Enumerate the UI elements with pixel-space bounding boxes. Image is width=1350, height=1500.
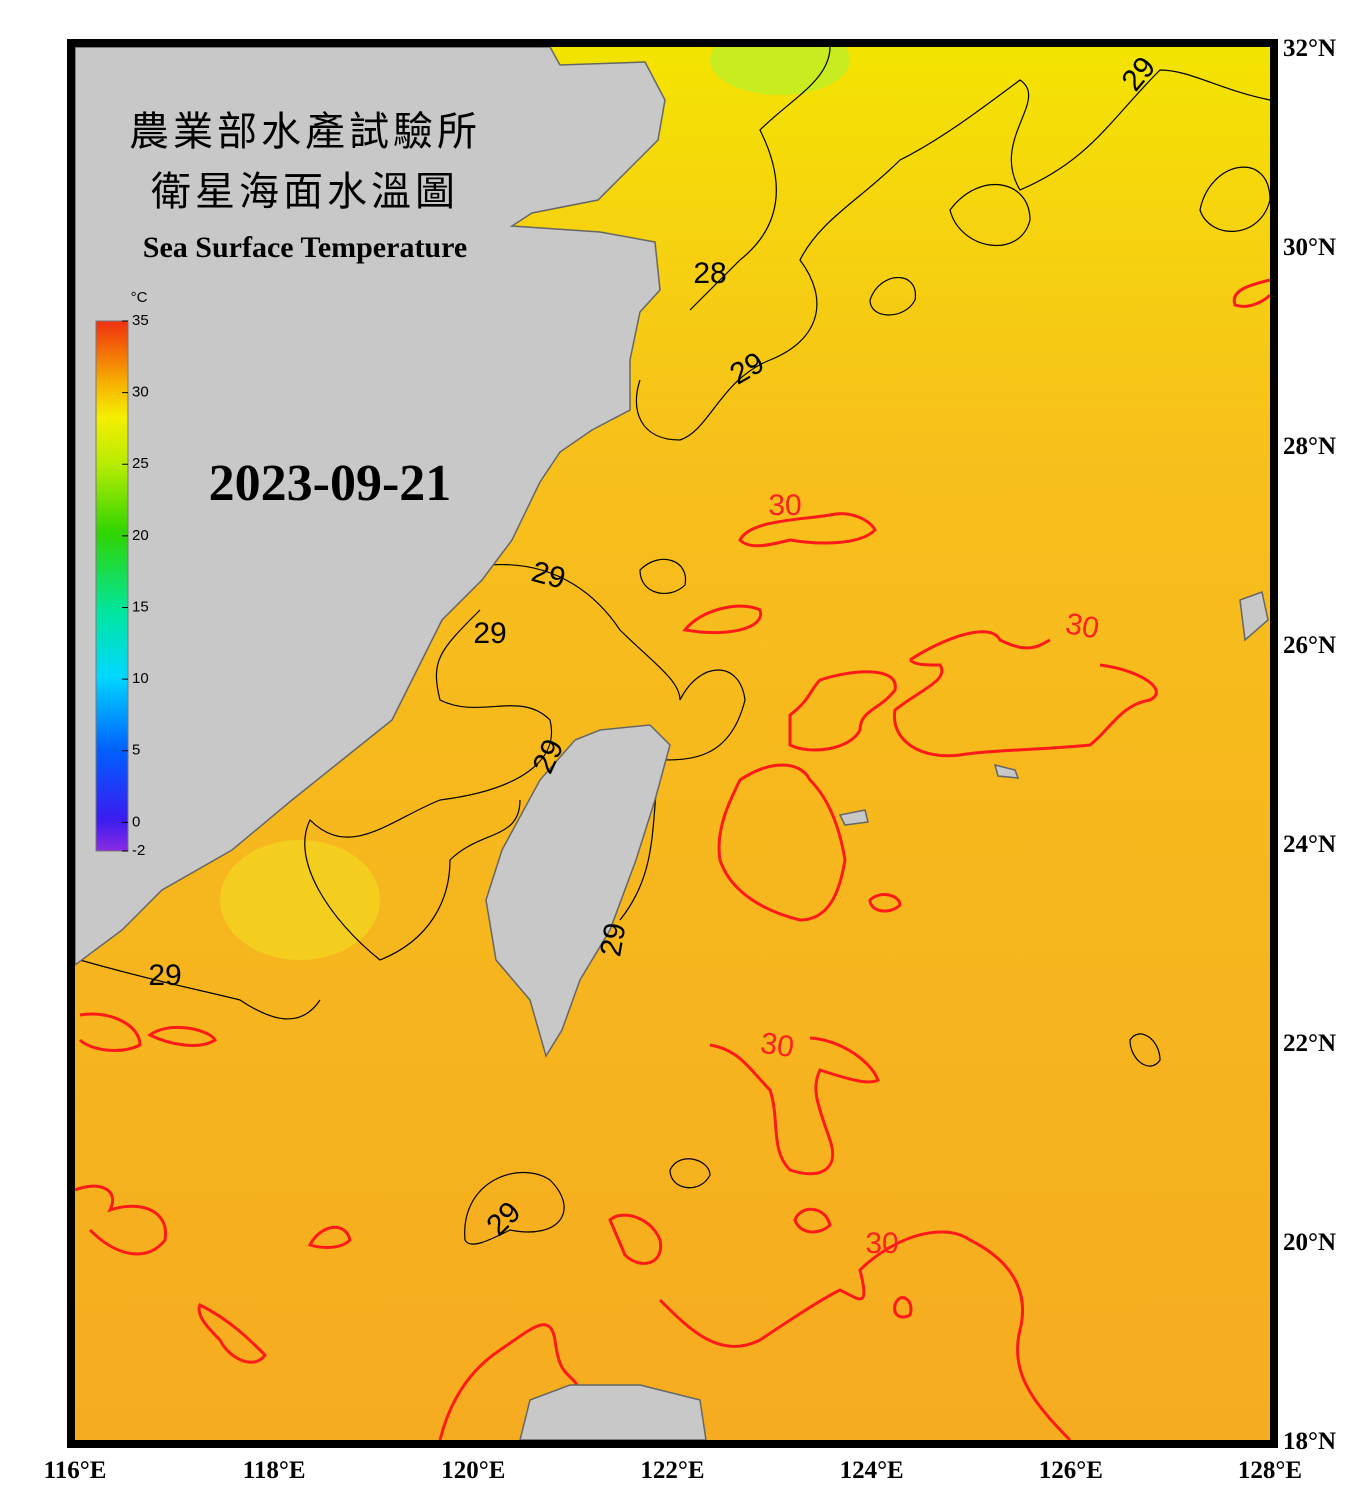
lat-label: 30°N [1283, 234, 1336, 261]
lat-label: 32°N [1283, 35, 1336, 62]
contour-label: 28 [693, 257, 726, 290]
title-line: 衛星海面水溫圖 [151, 169, 459, 214]
contour-label: 30 [758, 1027, 796, 1064]
lon-label: 124°E [840, 1457, 904, 1484]
colorbar-unit: °C [131, 289, 148, 306]
lon-label: 116°E [44, 1457, 107, 1484]
lon-label: 122°E [640, 1457, 704, 1484]
lat-label: 22°N [1283, 1030, 1336, 1057]
contour-label: 30 [768, 489, 801, 522]
cool-patch [220, 840, 380, 960]
colorbar [95, 320, 129, 852]
axis-labels: 116°E 118°E 120°E 122°E 124°E 126°E 128°E 32°N 3… [44, 35, 1336, 1484]
land [75, 47, 1269, 1440]
colorbar-tick-label: 25 [132, 455, 149, 472]
lat-label: 20°N [1283, 1229, 1336, 1256]
colorbar-ticks: 35 30 25 20 15 10 5 0 -2 [122, 312, 149, 859]
colorbar-tick-label: 35 [132, 312, 149, 329]
lon-label: 120°E [441, 1457, 505, 1484]
contours-30 [75, 278, 1270, 1440]
contour-label: 30 [865, 1227, 898, 1260]
lon-label: 118°E [243, 1457, 306, 1484]
colorbar-tick-label: -2 [132, 842, 145, 859]
colorbar-tick-label: 5 [132, 742, 140, 759]
lon-label: 126°E [1039, 1457, 1103, 1484]
title-line: 農業部水產試驗所 [129, 109, 481, 154]
contour-label: 29 [148, 959, 181, 992]
lat-label: 26°N [1283, 632, 1336, 659]
lat-label: 18°N [1283, 1428, 1336, 1455]
lat-label: 28°N [1283, 433, 1336, 460]
lon-label: 128°E [1238, 1457, 1302, 1484]
cool-patch [710, 47, 850, 95]
date: 2023-09-21 [209, 455, 452, 512]
contours-29 [79, 47, 1270, 1245]
map-frame [67, 39, 1278, 1448]
contour-label: 29 [594, 920, 632, 959]
colorbar-tick-label: 15 [132, 598, 149, 615]
contour-label: 29 [473, 617, 506, 650]
subtitle: Sea Surface Temperature [143, 231, 467, 264]
colorbar-tick-label: 0 [132, 813, 140, 830]
colorbar-tick-label: 30 [132, 384, 149, 401]
colorbar-tick-label: 20 [132, 527, 149, 544]
lat-label: 24°N [1283, 831, 1336, 858]
contour-label: 30 [1063, 607, 1102, 645]
colorbar-tick-label: 10 [132, 670, 149, 687]
